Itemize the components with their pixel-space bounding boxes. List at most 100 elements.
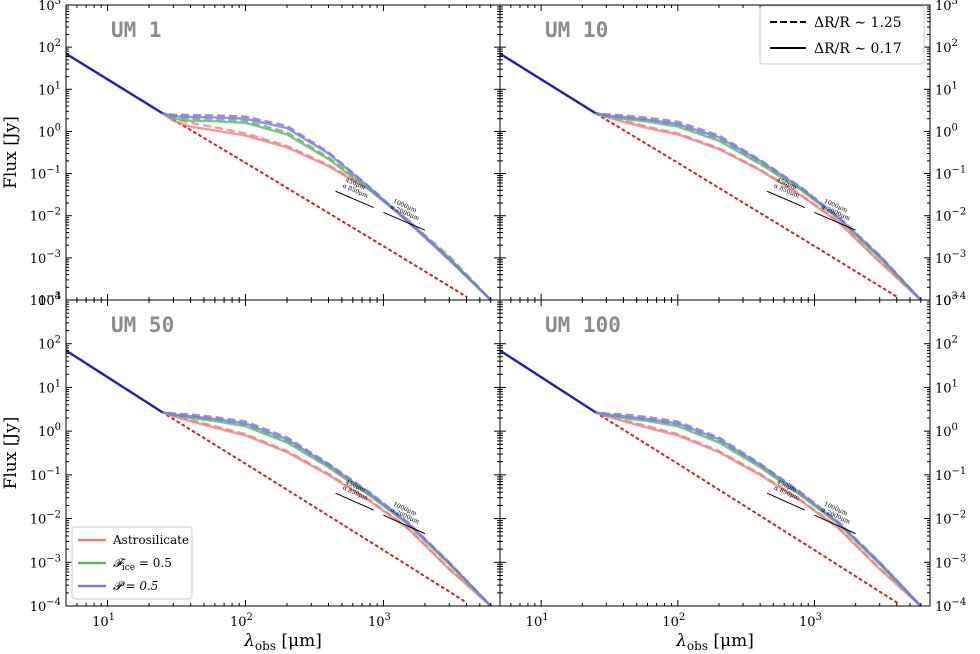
series-line (500, 349, 922, 606)
series-line (500, 349, 922, 606)
series-line (66, 52, 492, 300)
y-tick-label: 103 (38, 0, 61, 14)
tick-exponent: −4 (46, 597, 61, 608)
tick-base: 10 (935, 125, 952, 140)
legend-label-pre: 𝓟 = 0.5 (113, 579, 158, 593)
tick-base: 10 (935, 0, 952, 14)
tick-exponent: 3 (55, 0, 61, 7)
tick-base: 10 (935, 513, 952, 528)
tick-base: 10 (30, 600, 47, 615)
legend-style-label: ΔR/R ∼ 1.25 (814, 15, 902, 31)
x-tick-label: 101 (526, 612, 549, 630)
y-tick-label: 10−1 (30, 165, 61, 183)
y-tick-label: 10−1 (30, 466, 61, 484)
tick-exponent: −1 (46, 165, 61, 176)
panel-curves (500, 52, 922, 300)
tick-base: 10 (935, 294, 952, 309)
tick-exponent: 2 (247, 612, 253, 623)
y-tick-label: 102 (935, 38, 958, 56)
panel-title: UM 10 (545, 18, 608, 42)
y-tick-label: 10−2 (30, 510, 61, 528)
tick-base: 10 (38, 294, 55, 309)
y-tick-label: 10−4 (935, 597, 966, 615)
series-line (66, 52, 492, 300)
tick-exponent: 1 (952, 80, 958, 91)
y-axis-label: Flux [Jy] (1, 417, 21, 490)
x-tick-label: 102 (230, 612, 253, 630)
index-segment (814, 212, 856, 231)
index-segment (383, 212, 426, 231)
index-segment (335, 190, 374, 209)
tick-base: 10 (935, 469, 952, 484)
y-tick-label: 10−4 (30, 597, 61, 615)
y-tick-label: 101 (38, 80, 61, 98)
index-segment (335, 492, 374, 511)
series-line (500, 349, 597, 414)
y-tick-label: 10−3 (30, 249, 61, 267)
tick-exponent: 3 (952, 291, 958, 302)
y-tick-label: 10−4 (935, 291, 966, 309)
series-line (500, 52, 922, 300)
x-tick-label: 102 (662, 612, 685, 630)
tick-exponent: 1 (952, 378, 958, 389)
series-line (66, 52, 492, 300)
tick-exponent: 3 (55, 291, 61, 302)
index-segment (766, 492, 806, 511)
tick-exponent: 3 (816, 612, 822, 623)
panel-ticks (65, 4, 501, 301)
legend-label-sub: ice (122, 563, 135, 573)
y-tick-label: 100 (935, 422, 958, 440)
tick-base: 10 (30, 168, 47, 183)
y-tick-label: 100 (38, 122, 61, 140)
tick-exponent: −2 (952, 207, 967, 218)
reference-line (500, 349, 898, 604)
tick-exponent: −3 (952, 249, 967, 260)
x-label-unit: [μm] (276, 631, 322, 651)
series-line (500, 52, 922, 300)
y-tick-label: 10−2 (935, 207, 966, 225)
y-tick-label: 10−4 (30, 291, 61, 309)
panel-frame (65, 4, 501, 301)
tick-base: 10 (30, 252, 47, 267)
y-tick-label: 10−3 (30, 553, 61, 571)
tick-base: 10 (935, 425, 952, 440)
index-segment (383, 514, 426, 535)
tick-base: 10 (38, 41, 55, 56)
x-tick-label: 103 (799, 612, 822, 630)
y-tick-label: 103 (935, 0, 958, 14)
x-axis-label: λobs [μm] (243, 631, 322, 653)
tick-exponent: −4 (952, 597, 967, 608)
series-line (500, 52, 597, 115)
tick-exponent: 1 (55, 378, 61, 389)
panel-title: UM 1 (111, 18, 162, 42)
tick-base: 10 (38, 381, 55, 396)
tick-base: 10 (38, 0, 55, 14)
series-line (66, 52, 163, 115)
tick-exponent: 0 (952, 122, 958, 133)
tick-exponent: 3 (385, 612, 391, 623)
y-axis-label: Flux [Jy] (1, 116, 21, 189)
y-tick-label: 101 (38, 378, 61, 396)
tick-exponent: 2 (55, 335, 61, 346)
tick-exponent: −4 (952, 291, 967, 302)
y-tick-label: 102 (935, 335, 958, 353)
tick-exponent: −2 (46, 510, 61, 521)
series-line (500, 349, 922, 606)
tick-exponent: −2 (46, 207, 61, 218)
x-label-sub: obs (255, 639, 276, 653)
series-line (66, 52, 492, 300)
panel-ticks (499, 299, 931, 607)
tick-exponent: 0 (952, 422, 958, 433)
panel-title: UM 100 (545, 313, 621, 337)
x-axis-label: λobs [μm] (675, 631, 754, 653)
x-label-unit: [μm] (708, 631, 754, 651)
y-tick-label: 101 (935, 378, 958, 396)
y-tick-label: 10−3 (935, 553, 966, 571)
series-line (66, 52, 492, 300)
panel-title: UM 50 (111, 313, 174, 337)
tick-exponent: 2 (952, 335, 958, 346)
